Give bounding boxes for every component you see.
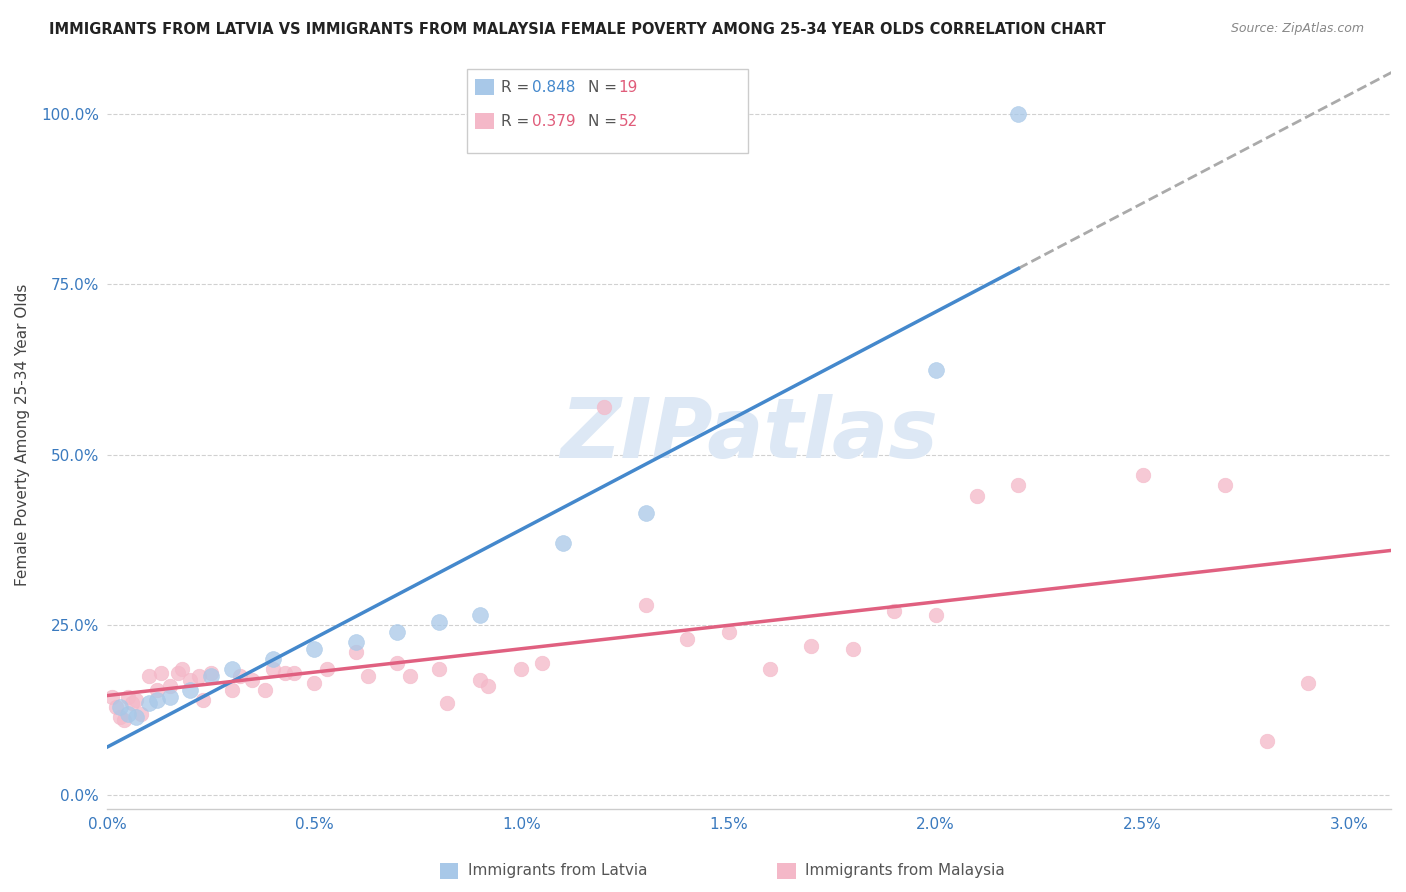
Point — [676, 632, 699, 646]
Point — [240, 673, 263, 687]
Point — [468, 607, 491, 622]
Point — [387, 624, 409, 639]
Point — [315, 662, 337, 676]
Point — [179, 682, 201, 697]
Point — [387, 656, 409, 670]
Point — [138, 669, 160, 683]
Point — [510, 662, 533, 676]
Point — [121, 697, 143, 711]
Point — [108, 710, 131, 724]
Point — [104, 699, 127, 714]
Point — [717, 624, 740, 639]
Text: Immigrants from Malaysia: Immigrants from Malaysia — [806, 863, 1005, 878]
Text: Source: ZipAtlas.com: Source: ZipAtlas.com — [1230, 22, 1364, 36]
Point — [593, 400, 616, 414]
Point — [304, 642, 326, 657]
Point — [125, 693, 148, 707]
Point — [283, 665, 305, 680]
Point — [1296, 676, 1319, 690]
Point — [166, 665, 188, 680]
Point — [1132, 468, 1154, 483]
Point — [344, 645, 367, 659]
Point — [221, 682, 243, 697]
Point — [883, 605, 905, 619]
Point — [159, 690, 181, 704]
Point — [841, 642, 863, 657]
Text: N =: N = — [588, 79, 621, 95]
Point — [924, 362, 946, 376]
Point — [150, 665, 173, 680]
Point — [112, 714, 135, 728]
Point — [253, 682, 276, 697]
Point — [170, 662, 193, 676]
Point — [634, 598, 657, 612]
Text: ZIPatlas: ZIPatlas — [560, 394, 938, 475]
Point — [274, 665, 297, 680]
Point — [966, 489, 988, 503]
Point — [159, 680, 181, 694]
Point — [191, 693, 214, 707]
Point — [1256, 734, 1278, 748]
Point — [117, 706, 139, 721]
Point — [221, 662, 243, 676]
Text: 0.379: 0.379 — [531, 113, 575, 128]
Point — [146, 693, 169, 707]
Text: 19: 19 — [619, 79, 638, 95]
Point — [1215, 478, 1237, 492]
Point — [187, 669, 209, 683]
Point — [179, 673, 201, 687]
Point — [100, 690, 122, 704]
Point — [357, 669, 380, 683]
Point — [551, 536, 574, 550]
Point — [924, 607, 946, 622]
Point — [304, 676, 326, 690]
Point — [200, 669, 222, 683]
Point — [634, 506, 657, 520]
Point — [200, 665, 222, 680]
Point — [759, 662, 782, 676]
Point — [1007, 107, 1029, 121]
Y-axis label: Female Poverty Among 25-34 Year Olds: Female Poverty Among 25-34 Year Olds — [15, 283, 30, 585]
Point — [531, 656, 554, 670]
Point — [398, 669, 420, 683]
Point — [1007, 478, 1029, 492]
Text: R =: R = — [501, 79, 534, 95]
Point — [427, 662, 450, 676]
Point — [262, 652, 284, 666]
Text: Immigrants from Latvia: Immigrants from Latvia — [468, 863, 648, 878]
Point — [477, 680, 499, 694]
Text: 52: 52 — [619, 113, 638, 128]
Text: R =: R = — [501, 113, 534, 128]
Point — [468, 673, 491, 687]
Point — [129, 706, 152, 721]
Point — [108, 699, 131, 714]
Point — [800, 639, 823, 653]
Text: N =: N = — [588, 113, 621, 128]
Text: IMMIGRANTS FROM LATVIA VS IMMIGRANTS FROM MALAYSIA FEMALE POVERTY AMONG 25-34 YE: IMMIGRANTS FROM LATVIA VS IMMIGRANTS FRO… — [49, 22, 1107, 37]
Text: 0.848: 0.848 — [531, 79, 575, 95]
Point — [344, 635, 367, 649]
Point — [427, 615, 450, 629]
Point — [146, 682, 169, 697]
Point — [117, 690, 139, 704]
Point — [229, 669, 252, 683]
Point — [436, 697, 458, 711]
Point — [262, 662, 284, 676]
Point — [125, 710, 148, 724]
Point — [138, 697, 160, 711]
